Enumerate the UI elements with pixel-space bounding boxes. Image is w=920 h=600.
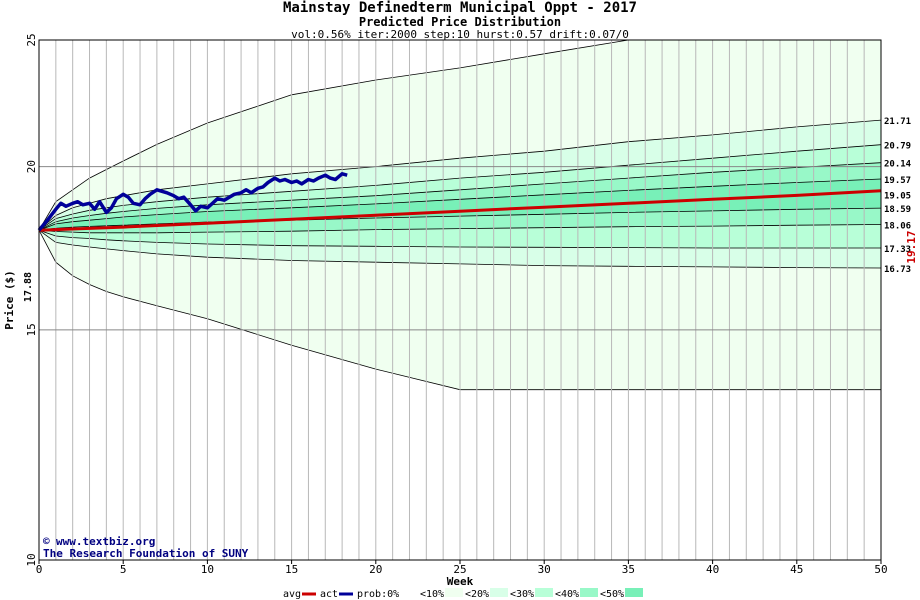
chart-subtitle: Predicted Price Distribution — [358, 15, 562, 29]
x-axis-label: Week — [447, 575, 474, 588]
legend-swatch — [580, 588, 598, 597]
legend-swatch — [400, 588, 418, 597]
legend-swatch — [445, 588, 463, 597]
legend-swatch — [535, 588, 553, 597]
legend-label-40: <40% — [555, 589, 579, 600]
x-tick-label: 0 — [36, 563, 43, 576]
legend-label-act: act — [320, 589, 338, 600]
legend-swatch — [490, 588, 508, 597]
y-axis-ticks: 10 15 20 25 — [25, 33, 38, 566]
right-label: 20.14 — [884, 160, 912, 170]
legend-label-prob0: prob:0% — [357, 589, 399, 600]
right-label: 18.59 — [884, 205, 911, 215]
x-tick-label: 45 — [790, 563, 803, 576]
end-avg-label: 19.17 — [905, 230, 918, 263]
watermark: © www.textbiz.org The Research Foundatio… — [43, 535, 249, 560]
legend-label-10: <10% — [420, 589, 444, 600]
watermark-org: The Research Foundation of SUNY — [43, 547, 249, 560]
grid-lines — [38, 39, 882, 561]
x-tick-label: 50 — [874, 563, 887, 576]
band-lower-line-2 — [38, 229, 882, 269]
right-label: 20.79 — [884, 142, 911, 152]
x-tick-label: 30 — [538, 563, 551, 576]
x-tick-label: 35 — [622, 563, 635, 576]
right-label: 17.33 — [884, 245, 911, 255]
right-label: 18.06 — [884, 222, 911, 232]
legend-swatch — [625, 588, 643, 597]
chart-title: Mainstay Definedterm Municipal Oppt - 20… — [282, 0, 637, 16]
right-label: 19.57 — [884, 176, 911, 186]
legend-label-avg: avg — [283, 589, 301, 600]
right-label: 19.05 — [884, 191, 911, 201]
y-tick-label: 20 — [25, 160, 38, 173]
x-tick-label: 25 — [453, 563, 466, 576]
watermark-url: www.textbiz.org — [56, 535, 155, 548]
x-tick-label: 20 — [369, 563, 382, 576]
y-tick-label: 25 — [25, 33, 38, 46]
start-price-label: 17.88 — [23, 272, 34, 302]
band-lower-line-1 — [38, 230, 881, 391]
x-tick-label: 5 — [120, 563, 127, 576]
right-band-labels: 21.71 20.79 20.14 19.57 19.05 18.59 18.06 17.33… — [884, 117, 912, 275]
right-label: 21.71 — [884, 117, 911, 127]
band-upper-line-3 — [38, 144, 882, 231]
series-line-avg — [38, 189, 882, 232]
band-upper-line-4 — [38, 162, 882, 231]
y-axis-label: Price ($) — [3, 270, 16, 330]
x-tick-label: 40 — [706, 563, 719, 576]
legend-label-30: <30% — [510, 589, 534, 600]
legend: avg act prob:0% <10% <20% <30% <40% <50% — [283, 588, 643, 600]
legend-label-20: <20% — [465, 589, 489, 600]
series-line-act — [37, 172, 348, 232]
band-upper-line-5 — [38, 178, 882, 231]
right-label: 16.73 — [884, 265, 911, 275]
y-tick-label: 10 — [25, 553, 38, 566]
series-lines — [37, 172, 882, 232]
y-tick-label: 15 — [25, 323, 38, 336]
band-lower-line-4 — [38, 224, 882, 234]
legend-label-50: <50% — [600, 589, 624, 600]
chart-params: vol:0.56% iter:2000 step:10 hurst:0.57 d… — [291, 28, 629, 41]
x-tick-label: 10 — [201, 563, 214, 576]
copyright-icon: © — [43, 535, 50, 548]
x-tick-label: 15 — [285, 563, 298, 576]
x-axis-ticks: 0 5 10 15 20 25 30 35 40 45 50 — [36, 560, 888, 576]
band-lower-line-3 — [38, 229, 881, 249]
